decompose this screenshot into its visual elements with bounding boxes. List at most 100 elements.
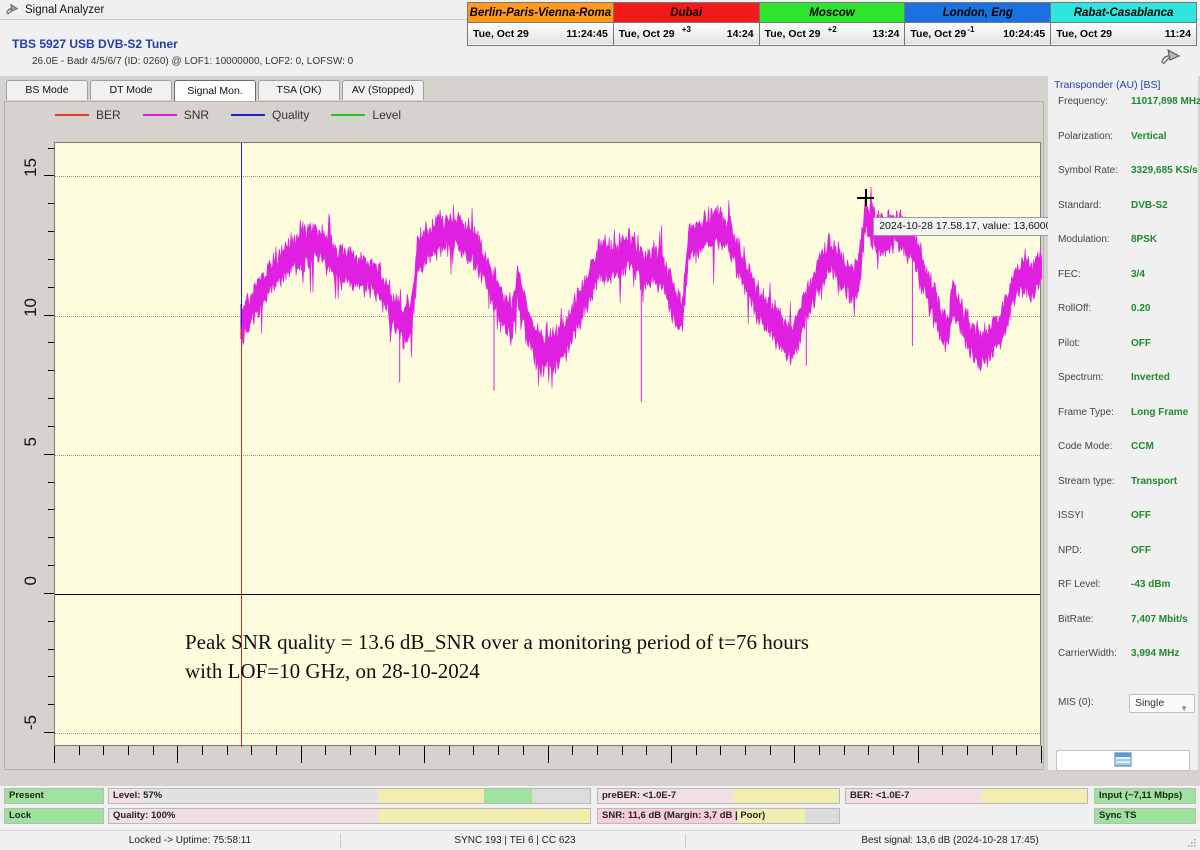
resize-grip-icon[interactable]	[1187, 838, 1197, 848]
status-separator-1	[340, 834, 341, 848]
transponder-row: CarrierWidth:3,994 MHz	[1058, 648, 1198, 664]
transponder-value: Long Frame	[1131, 407, 1188, 418]
transponder-value: 3329,685 KS/s	[1131, 165, 1198, 176]
y-axis: 151050-5	[5, 142, 54, 746]
x-tick-minor	[202, 746, 203, 755]
tab-tsa-ok[interactable]: TSA (OK)	[258, 80, 340, 100]
status-bar-label: BER: <1.0E-7	[850, 789, 909, 803]
tab-bs-mode[interactable]: BS Mode	[6, 80, 88, 100]
transponder-key: FEC:	[1058, 269, 1081, 280]
tab-signal-mon[interactable]: Signal Mon.	[174, 80, 256, 102]
save-table-icon	[1114, 752, 1132, 770]
bottom-status-bar: Locked -> Uptime: 75:58:11 SYNC 193 | TE…	[0, 830, 1200, 850]
x-tick-minor	[276, 746, 277, 755]
transponder-key: Spectrum:	[1058, 372, 1104, 383]
legend-swatch-ber	[55, 114, 89, 116]
x-tick-major	[671, 746, 672, 763]
x-tick-major	[301, 746, 302, 763]
transponder-row: BitRate: 7,407 Mbit/s	[1058, 614, 1198, 630]
chevron-down-icon: ▼	[1180, 700, 1188, 717]
world-clock-strip: Berlin-Paris-Vienna-RomaTue, Oct 2911:24…	[467, 2, 1197, 46]
x-tick-minor	[153, 746, 154, 755]
legend-swatch-snr	[143, 114, 177, 116]
x-tick-minor	[646, 746, 647, 755]
clock-column-3: London, EngTue, Oct 29-110:24:45	[905, 3, 1051, 45]
x-tick-minor	[992, 746, 993, 755]
status-best-signal: Best signal: 13,6 dB (2024-10-28 17:45)	[760, 831, 1140, 850]
x-tick-minor	[449, 746, 450, 755]
transponder-value: -43 dBm	[1131, 579, 1170, 590]
status-sync-info: SYNC 193 | TEI 6 | CC 623	[390, 831, 640, 850]
clock-time-row: Tue, Oct 29+213:24	[760, 23, 905, 44]
y-tick-label-0: 0	[21, 576, 41, 585]
transponder-key: RollOff:	[1058, 303, 1091, 314]
x-tick-major	[1041, 746, 1042, 763]
tab-dt-mode[interactable]: DT Mode	[90, 80, 172, 100]
transponder-value: OFF	[1131, 545, 1151, 556]
mis-select-value: Single	[1135, 697, 1164, 709]
chart-annotation: Peak SNR quality = 13.6 dB_SNR over a mo…	[185, 628, 1015, 686]
transponder-key: BitRate:	[1058, 614, 1094, 625]
satellite-dish-status-icon	[1160, 48, 1182, 66]
transponder-row: Spectrum: Inverted	[1058, 372, 1198, 388]
clock-day: Tue, Oct 29	[910, 28, 966, 40]
x-tick-minor	[498, 746, 499, 755]
status-bar-quality: Quality: 100%	[108, 808, 591, 824]
x-tick-major	[424, 746, 425, 763]
mis-select[interactable]: Single▼	[1129, 694, 1195, 713]
transponder-row: Polarization:Vertical	[1058, 131, 1198, 147]
status-bar-level: Level: 57%	[108, 788, 591, 804]
legend-item-snr: SNR	[143, 108, 209, 122]
clock-city-label: Berlin-Paris-Vienna-Roma	[468, 3, 613, 23]
status-bar-present: Present	[4, 788, 104, 804]
clock-utc-offset: +2	[828, 25, 837, 34]
clock-day: Tue, Oct 29	[473, 28, 529, 40]
clock-column-0: Berlin-Paris-Vienna-RomaTue, Oct 2911:24…	[468, 3, 614, 45]
transponder-value: 11017,898 MHz	[1131, 96, 1200, 107]
status-bar-syncts: Sync TS	[1094, 808, 1196, 824]
status-separator-2	[685, 834, 686, 848]
status-bar-label: Level: 57%	[113, 789, 162, 803]
tab-av-stopped[interactable]: AV (Stopped)	[342, 80, 424, 100]
x-tick-minor	[622, 746, 623, 755]
save-table-button[interactable]	[1056, 750, 1190, 771]
legend-item-quality: Quality	[231, 108, 309, 122]
chart-legend: BER SNR Quality Level	[55, 108, 401, 122]
plot-area[interactable]: 2024-10-28 17.58.17, value: 13,600000381…	[54, 142, 1041, 746]
mis-label: MIS (0):	[1058, 697, 1094, 708]
clock-time: 13:24	[873, 28, 900, 40]
y-tick-label-10: 10	[21, 298, 41, 317]
transponder-value: Inverted	[1131, 372, 1170, 383]
status-bar-ber: BER: <1.0E-7	[845, 788, 1088, 804]
x-tick-minor	[942, 746, 943, 755]
legend-label: Level	[372, 108, 401, 122]
legend-item-ber: BER	[55, 108, 121, 122]
status-bar-label: preBER: <1.0E-7	[602, 789, 676, 803]
x-tick-minor	[103, 746, 104, 755]
transponder-row: Modulation:8PSK	[1058, 234, 1198, 250]
transponder-key: Stream type:	[1058, 476, 1115, 487]
annotation-line-2: with LOF=10 GHz, on 28-10-2024	[185, 657, 1015, 686]
transponder-key: NPD:	[1058, 545, 1082, 556]
transponder-value: Transport	[1131, 476, 1177, 487]
status-bar-label: Lock	[9, 809, 31, 823]
mode-tab-bar[interactable]: BS ModeDT ModeSignal Mon.TSA (OK)AV (Sto…	[6, 80, 424, 100]
transponder-key: ISSYI	[1058, 510, 1084, 521]
transponder-row: FEC:3/4	[1058, 269, 1198, 285]
x-tick-minor	[745, 746, 746, 755]
x-tick-minor	[79, 746, 80, 755]
transponder-value: 3,994 MHz	[1131, 648, 1179, 659]
clock-city-label: Rabat-Casablanca	[1051, 3, 1196, 23]
x-tick-minor	[893, 746, 894, 755]
transponder-value: CCM	[1131, 441, 1154, 452]
signal-monitor-chart-panel: BERSNRQualityLevel 151050-5 2024-10-28 1…	[4, 101, 1044, 770]
clock-utc-offset: -1	[967, 25, 974, 34]
transponder-value: 7,407 Mbit/s	[1131, 614, 1188, 625]
clock-city-label: Moscow	[760, 3, 905, 23]
clock-day: Tue, Oct 29	[619, 28, 675, 40]
legend-label: SNR	[184, 108, 209, 122]
x-axis	[54, 746, 1041, 768]
y-tick-label-5: 5	[21, 437, 41, 446]
clock-city-label: Dubai	[614, 3, 759, 23]
x-tick-major	[54, 746, 55, 763]
